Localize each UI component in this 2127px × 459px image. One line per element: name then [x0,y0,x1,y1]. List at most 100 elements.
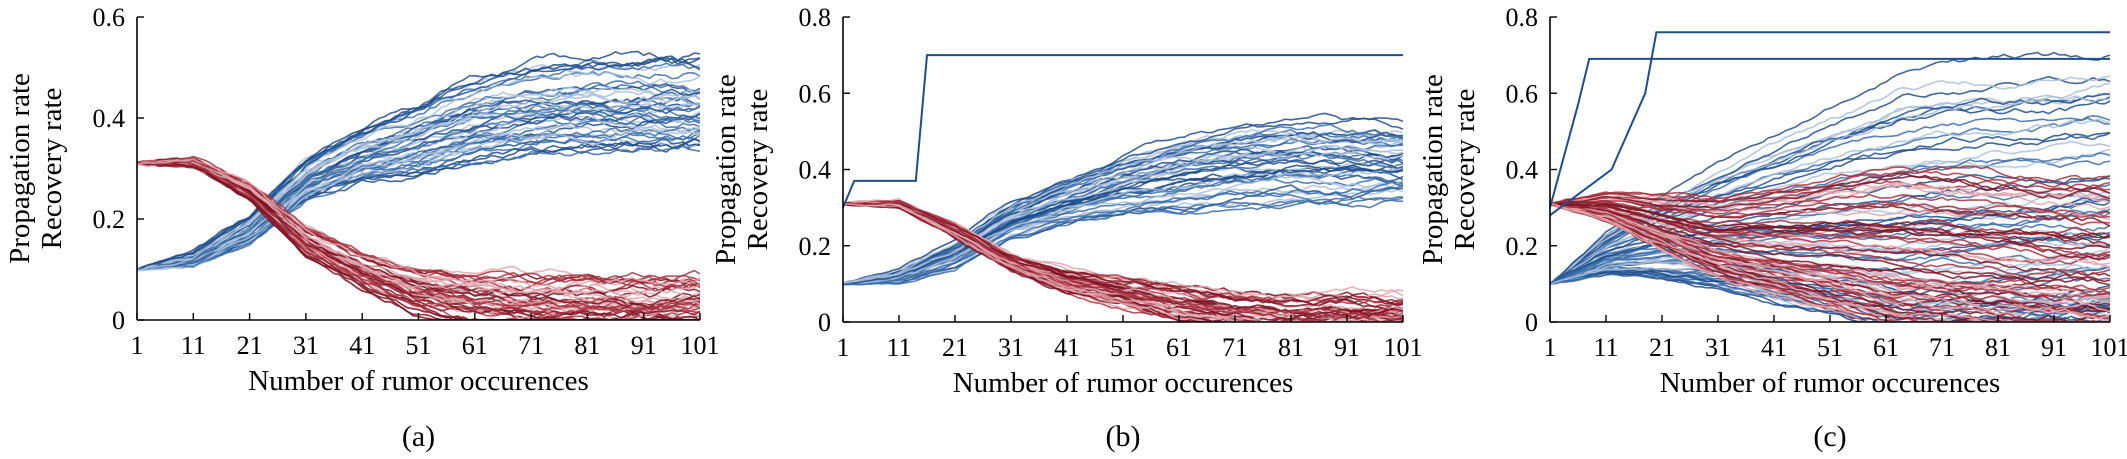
y-tick-label: 0.2 [1506,232,1539,261]
x-tick-label: 31 [293,331,319,360]
x-tick-label: 81 [574,331,600,360]
propagation-line [843,197,1403,286]
propagation-outlier-line [843,54,1403,208]
propagation-line [137,93,700,272]
recovery-series [137,155,700,320]
recovery-line [137,158,700,291]
recovery-line [1550,202,2110,303]
recovery-line [843,201,1403,313]
x-tick-label: 1 [837,333,850,362]
recovery-line [843,202,1403,322]
recovery-line [1550,170,2110,205]
x-tick-label: 31 [998,333,1024,362]
recovery-line [1550,201,2110,251]
propagation-series [137,50,700,272]
x-tick-label: 81 [1278,333,1304,362]
propagation-line [137,126,700,270]
propagation-line [843,168,1403,285]
recovery-line [1550,202,2110,322]
y-tick-label: 0.8 [799,3,832,32]
x-tick-label: 51 [1817,333,1843,362]
panel-label: (a) [402,420,435,453]
recovery-line [843,203,1403,322]
recovery-line [1550,203,2110,247]
recovery-series [1550,165,2110,322]
x-tick-label: 81 [1985,333,2011,362]
y-axis-title-line-1: Propagation rate [710,74,742,265]
y-tick-label: 0.4 [1506,156,1539,185]
recovery-line [137,160,700,286]
recovery-line [1550,203,2110,322]
y-axis-title-line-2: Recovery rate [1449,89,1481,251]
propagation-line [843,184,1403,285]
recovery-line [1550,202,2110,299]
x-tick-label: 11 [1593,333,1618,362]
propagation-line [843,129,1403,285]
panel-label: (c) [1813,420,1846,453]
plot-area [843,54,1403,322]
x-tick-label: 51 [1110,333,1136,362]
x-tick-label: 11 [181,331,206,360]
recovery-line [1550,182,2110,209]
recovery-line [1550,199,2110,217]
panel-c: 1 11 21 31 41 51 61 71 81 91 10100.20.40.60.8Numbe… [1417,3,2127,453]
x-tick-label: 71 [518,331,544,360]
y-tick-label: 0 [818,308,831,337]
recovery-line [1550,203,2110,286]
x-tick-label: 61 [1873,333,1899,362]
propagation-series [843,112,1403,286]
recovery-line [137,163,700,317]
y-axis-title-line-1: Propagation rate [1417,74,1449,265]
recovery-line [1550,202,2110,240]
recovery-line [137,162,700,311]
panel-label: (b) [1106,420,1141,453]
x-tick-label: 41 [349,331,375,360]
propagation-line [137,115,700,271]
x-tick-label: 21 [1649,333,1675,362]
propagation-line [137,131,700,270]
y-tick-label: 0.8 [1506,3,1539,32]
propagation-line [843,168,1403,285]
y-tick-label: 0 [1525,308,1538,337]
y-tick-label: 0.4 [93,104,126,133]
y-axis-title-line-2: Recovery rate [36,88,68,250]
y-tick-label: 0.4 [799,156,832,185]
x-tick-label: 91 [631,331,657,360]
propagation-line [843,144,1403,284]
propagation-line [1550,114,2110,286]
x-tick-label: 11 [886,333,911,362]
recovery-line [1550,202,2110,320]
x-tick-label: 41 [1761,333,1787,362]
y-tick-label: 0.6 [93,3,126,32]
propagation-line [843,132,1403,285]
x-tick-label: 61 [462,331,488,360]
x-tick-label: 1 [1544,333,1557,362]
propagation-line [137,103,700,270]
x-tick-label: 91 [2041,333,2067,362]
propagation-line [843,175,1403,285]
propagation-line [1550,210,2110,285]
recovery-line [1550,203,2110,320]
propagation-line [137,137,700,271]
x-tick-label: 71 [1929,333,1955,362]
x-tick-label: 21 [942,333,968,362]
x-tick-label: 61 [1166,333,1192,362]
propagation-line [843,148,1403,285]
x-tick-label: 101 [2091,333,2127,362]
recovery-line [1550,181,2110,210]
propagation-outlier-line [1550,57,2110,208]
x-tick-label: 101 [681,331,720,360]
recovery-line [843,200,1403,322]
x-axis-title: Number of rumor occurences [248,365,589,397]
x-tick-label: 31 [1705,333,1731,362]
propagation-line [137,145,700,270]
propagation-line [137,57,700,272]
recovery-line [1550,202,2110,322]
propagation-outlier-line [1550,31,2110,217]
recovery-line [137,161,700,320]
propagation-line [843,112,1403,286]
y-axis-title-line-2: Recovery rate [742,89,774,251]
panel-b: 1 11 21 31 41 51 61 71 81 91 10100.20.40.60.8Numbe… [710,3,1423,453]
